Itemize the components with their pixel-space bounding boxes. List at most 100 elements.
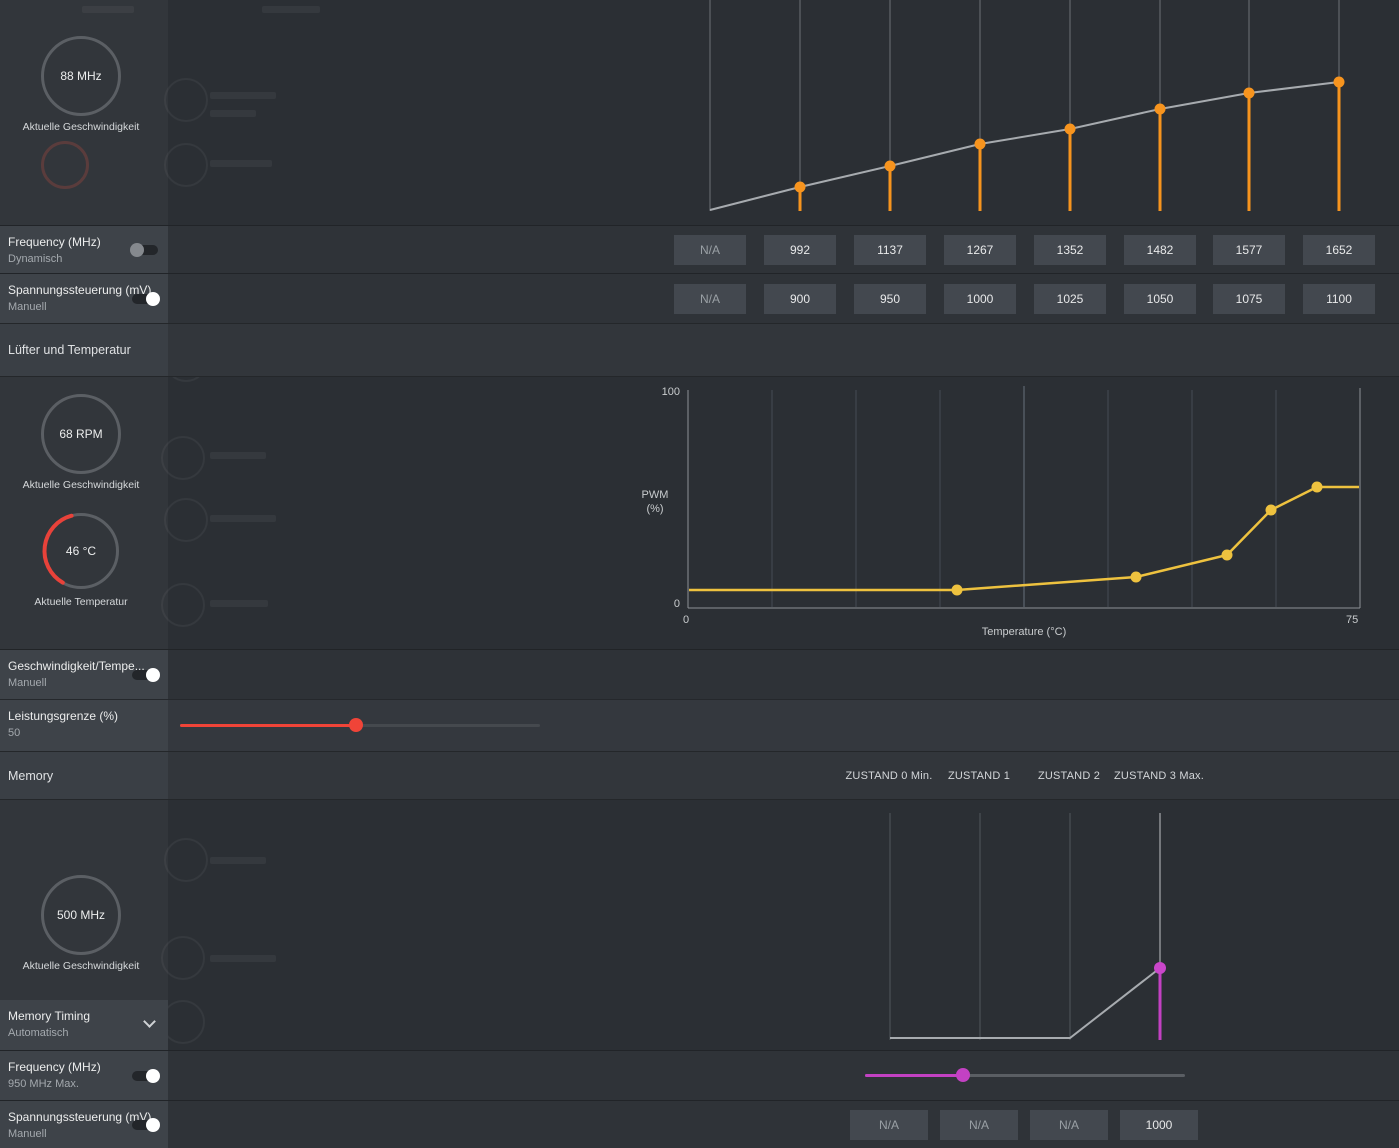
ghost-circle <box>161 936 205 980</box>
memory-voltage-values: N/A N/A N/A 1000 <box>0 1101 1399 1148</box>
ghost-circle <box>161 583 205 627</box>
ghost-text-bar <box>210 600 268 607</box>
memory-frequency-toggle[interactable] <box>132 1068 160 1083</box>
gauge-ring: 68 RPM <box>41 394 121 474</box>
state-value-box-1[interactable]: N/A <box>940 1109 1018 1140</box>
gauge-label: Aktuelle Geschwindigkeit <box>22 479 140 491</box>
memory-timing-label-block[interactable]: Memory Timing Automatisch <box>0 1000 168 1050</box>
state-value-box-5[interactable]: 1050 <box>1124 283 1196 314</box>
row-label: Frequency (MHz) <box>8 1060 101 1074</box>
memory-frequency-label-block[interactable]: Frequency (MHz) 950 MHz Max. <box>0 1051 168 1100</box>
row-value: 50 <box>8 727 21 739</box>
gauge-label: Aktuelle Geschwindigkeit <box>22 121 140 133</box>
state-value-box-1[interactable]: 900 <box>764 283 836 314</box>
row-mode: Manuell <box>8 677 47 689</box>
pwm-yaxis-title-line1: PWM <box>641 489 669 501</box>
fan-speed-gauge: 68 RPM Aktuelle Geschwindigkeit <box>1 394 161 491</box>
row-label: Memory Timing <box>8 1009 91 1023</box>
power-limit-slider-knob[interactable] <box>349 718 363 732</box>
row-mode: Automatisch <box>8 1027 69 1039</box>
toggle-knob <box>146 667 160 682</box>
gauge-ring: 88 MHz <box>41 36 121 116</box>
ghost-circle <box>164 498 208 542</box>
temperature-arc-icon <box>42 513 119 589</box>
state-value-box-3[interactable]: 1000 <box>944 283 1016 314</box>
gauge-value: 500 MHz <box>56 908 106 922</box>
ghost-circle <box>164 143 208 187</box>
ghost-text-bar <box>210 92 276 99</box>
row-label: Frequency (MHz) <box>8 235 101 249</box>
gauge-label: Aktuelle Temperatur <box>34 596 128 608</box>
state-value-box-6[interactable]: 1075 <box>1213 283 1285 314</box>
power-limit-slider-fill <box>180 724 356 727</box>
gpu-voltage-toggle[interactable] <box>132 291 160 306</box>
ghost-red-ring <box>41 141 89 189</box>
memory-timing-row: Memory Timing Automatisch <box>0 1000 168 1050</box>
state-value-box-5[interactable]: 1482 <box>1124 234 1196 265</box>
toggle-knob <box>146 1117 160 1132</box>
state-value-box-3[interactable]: 1000 <box>1120 1109 1198 1140</box>
toggle-knob <box>146 291 160 306</box>
gpu-voltage-row: Spannungssteuerung (mV) Manuell N/A 900 95… <box>0 273 1399 323</box>
ghost-text-bar <box>210 452 266 459</box>
state-value-box-3[interactable]: 1267 <box>944 234 1016 265</box>
state-value-box-4[interactable]: 1352 <box>1034 234 1106 265</box>
memory-frequency-slider-track[interactable] <box>865 1074 1185 1077</box>
toggle-knob <box>130 242 144 257</box>
gpu-voltage-label-block[interactable]: Spannungssteuerung (mV) Manuell <box>0 274 168 323</box>
toggle-knob <box>146 1068 160 1083</box>
gauge-value: 88 MHz <box>60 69 102 83</box>
state-value-box-0[interactable]: N/A <box>674 234 746 265</box>
pwm-ymax-label: 100 <box>661 386 680 398</box>
pwm-yaxis-title-line2: (%) <box>646 503 664 515</box>
row-label: Spannungssteuerung (mV) <box>8 283 152 297</box>
gauge-value: 68 RPM <box>59 427 103 441</box>
row-label: Spannungssteuerung (mV) <box>8 1110 152 1124</box>
fan-header-left: Lüfter und Temperatur <box>0 324 168 376</box>
gpu-voltage-values: N/A 900 950 1000 1025 1050 1075 1100 <box>0 274 1399 323</box>
gpu-frequency-toggle[interactable] <box>130 242 158 257</box>
ghost-circle <box>161 436 205 480</box>
memory-state-headers: ZUSTAND 0 Min. ZUSTAND 1 ZUSTAND 2 ZUSTAND … <box>0 752 1399 799</box>
state-value-box-6[interactable]: 1577 <box>1213 234 1285 265</box>
state-value-box-0[interactable]: N/A <box>674 283 746 314</box>
gpu-speed-gauge: 88 MHz Aktuelle Geschwindigkeit <box>1 36 161 133</box>
state-value-box-0[interactable]: N/A <box>850 1109 928 1140</box>
temperature-gauge: 46 °C Aktuelle Temperatur <box>1 511 161 608</box>
row-mode: Manuell <box>8 1128 47 1140</box>
gauge-value: 46 °C <box>65 544 97 558</box>
ghost-text-bar <box>262 6 320 13</box>
ghost-text-bar <box>210 160 272 167</box>
state-value-box-7[interactable]: 1100 <box>1303 283 1375 314</box>
state-value-box-2[interactable]: 950 <box>854 283 926 314</box>
section-title: Lüfter und Temperatur <box>8 343 131 357</box>
pwm-xaxis-title: Temperature (°C) <box>981 626 1067 638</box>
row-label: Geschwindigkeit/Tempe... <box>8 659 145 673</box>
state-value-box-1[interactable]: 992 <box>764 234 836 265</box>
state-value-box-2[interactable]: N/A <box>1030 1109 1108 1140</box>
state-value-box-2[interactable]: 1137 <box>854 234 926 265</box>
pwm-xmin-label: 0 <box>683 614 690 626</box>
ghost-circle <box>164 78 208 122</box>
state-value-box-4[interactable]: 1025 <box>1034 283 1106 314</box>
memory-frequency-slider-fill <box>865 1074 963 1077</box>
fan-curve-label-block[interactable]: Geschwindigkeit/Tempe... Manuell <box>0 650 168 699</box>
section-title: Memory <box>8 768 54 783</box>
memory-frequency-row: Frequency (MHz) 950 MHz Max. <box>0 1050 1399 1100</box>
gpu-frequency-row: Frequency (MHz) Dynamisch N/A 992 1137 1267… <box>0 225 1399 273</box>
gpu-frequency-label-block[interactable]: Frequency (MHz) Dynamisch <box>0 226 168 273</box>
memory-voltage-label-block[interactable]: Spannungssteuerung (mV) Manuell <box>0 1101 168 1148</box>
memory-frequency-slider-knob[interactable] <box>956 1068 970 1082</box>
state-header-1: ZUSTAND 1 <box>947 769 1011 782</box>
power-limit-label-block[interactable]: Leistungsgrenze (%) 50 <box>0 700 168 751</box>
fan-section-header: Lüfter und Temperatur <box>0 323 1399 377</box>
state-value-box-7[interactable]: 1652 <box>1303 234 1375 265</box>
gpu-frequency-values: N/A 992 1137 1267 1352 1482 1577 1652 <box>0 226 1399 273</box>
fan-curve-toggle[interactable] <box>132 667 160 682</box>
memory-voltage-toggle[interactable] <box>132 1117 160 1132</box>
memory-voltage-row: Spannungssteuerung (mV) Manuell N/A N/A N/… <box>0 1100 1399 1148</box>
state-header-2: ZUSTAND 2 <box>1037 769 1101 782</box>
ghost-text-bar <box>82 6 134 13</box>
